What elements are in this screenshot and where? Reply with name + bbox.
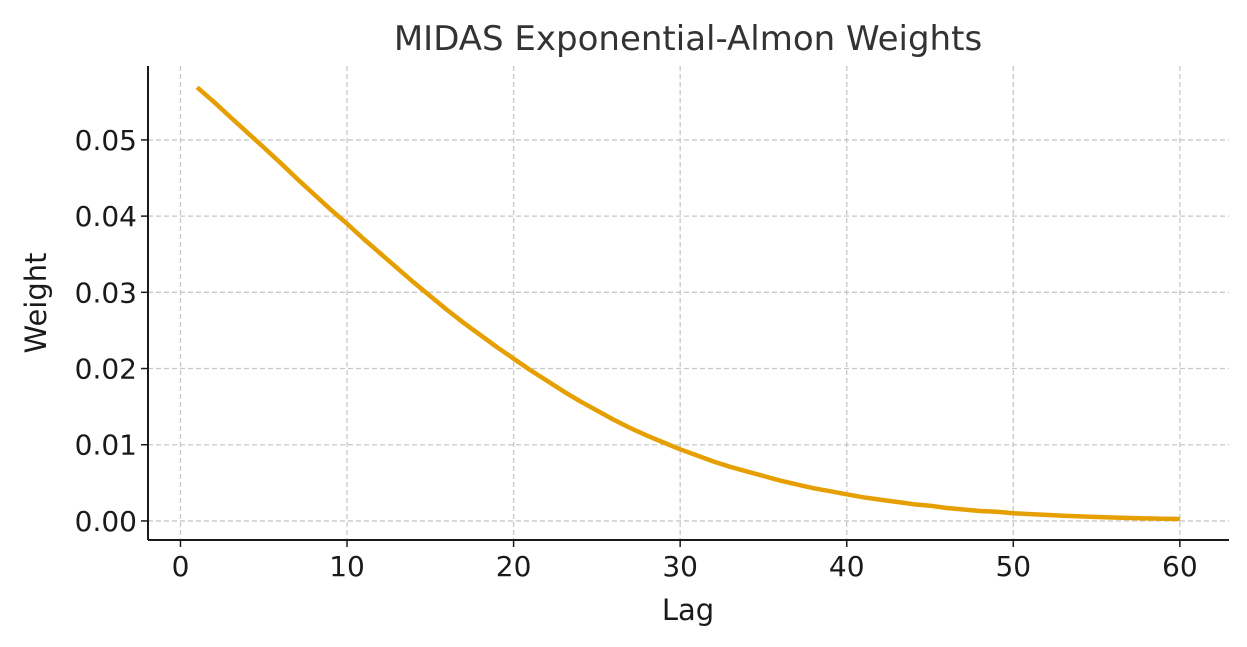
y-tick-label: 0.01 <box>75 429 137 462</box>
y-tick-label: 0.00 <box>75 505 137 538</box>
x-tick-label: 60 <box>1162 550 1198 583</box>
y-tick-label: 0.04 <box>75 200 137 233</box>
y-axis-label: Weight <box>19 252 53 353</box>
x-tick-label: 40 <box>829 550 865 583</box>
y-ticks: 0.00 0.01 0.02 0.03 0.04 0.05 <box>75 124 148 538</box>
series-layer <box>195 85 1180 522</box>
y-tick-label: 0.05 <box>75 124 137 157</box>
x-tick-label: 20 <box>496 550 532 583</box>
x-tick-label: 50 <box>995 550 1031 583</box>
y-tick-label: 0.02 <box>75 353 137 386</box>
x-tick-label: 30 <box>662 550 698 583</box>
chart-title: MIDAS Exponential-Almon Weights <box>394 19 982 59</box>
x-axis-label: Lag <box>662 593 714 627</box>
x-tick-label: 0 <box>172 550 190 583</box>
y-tick-label: 0.03 <box>75 276 137 309</box>
weights-line <box>195 85 1180 522</box>
grid <box>148 66 1229 540</box>
x-tick-label: 10 <box>329 550 365 583</box>
x-ticks: 0 10 20 30 40 50 60 <box>172 540 1198 583</box>
